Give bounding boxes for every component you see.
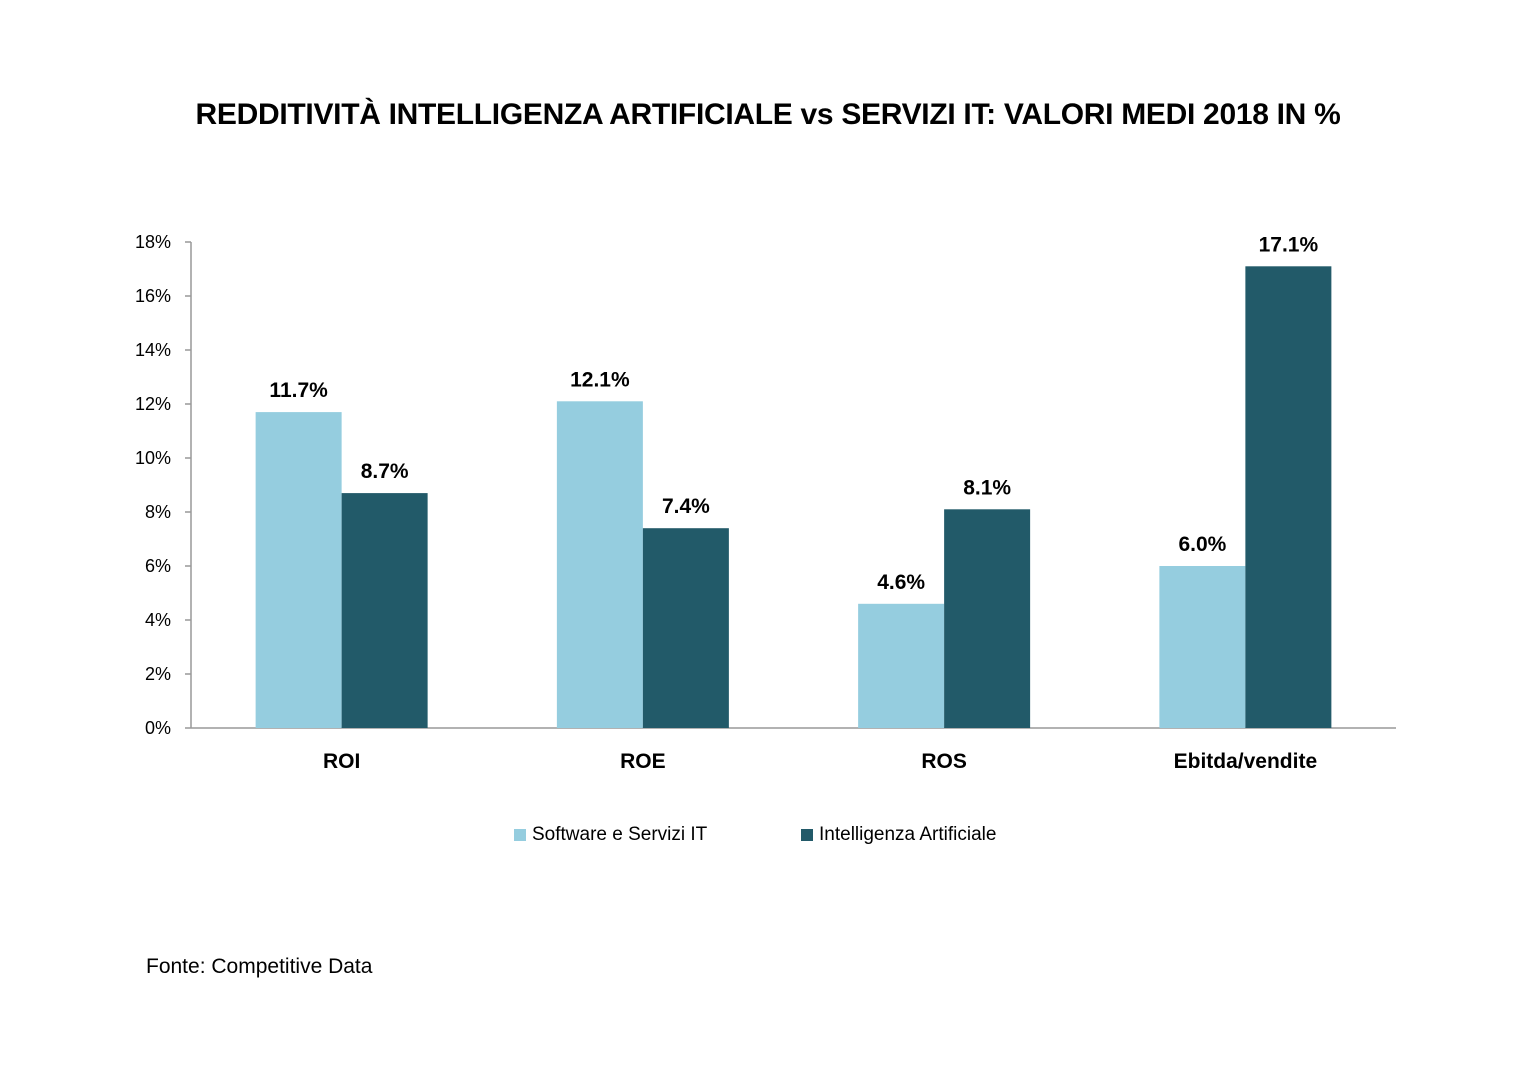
x-tick-label: ROE: [620, 750, 666, 773]
y-tick-label: 16%: [135, 286, 171, 306]
bar-ros-series-0: [858, 603, 945, 728]
bar-roe-series-1: [642, 528, 729, 728]
bar-roi-series-1: [341, 493, 428, 728]
data-label: 6.0%: [1178, 533, 1226, 556]
bar-ebitda-vendite-series-1: [1245, 266, 1332, 728]
data-label: 8.7%: [361, 460, 409, 483]
data-label: 17.1%: [1259, 233, 1319, 256]
bar-roe-series-0: [556, 401, 643, 728]
source-note: Fonte: Competitive Data: [146, 955, 373, 978]
y-tick-label: 0%: [145, 718, 171, 738]
chart-bars: [255, 266, 1332, 728]
legend-swatch-software: [514, 829, 526, 841]
x-tick-label: ROS: [921, 750, 967, 773]
y-tick-label: 2%: [145, 664, 171, 684]
data-label: 8.1%: [963, 476, 1011, 499]
chart-title: REDDITIVITÀ INTELLIGENZA ARTIFICIALE vs …: [195, 98, 1341, 131]
y-tick-label: 6%: [145, 556, 171, 576]
bar-ros-series-1: [944, 509, 1031, 728]
y-tick-label: 8%: [145, 502, 171, 522]
x-tick-label: ROI: [323, 750, 360, 773]
legend-item-ai: Intelligenza Artificiale: [801, 822, 996, 848]
y-tick-label: 4%: [145, 610, 171, 630]
y-tick-label: 12%: [135, 394, 171, 414]
y-tick-label: 10%: [135, 448, 171, 468]
data-label: 4.6%: [877, 571, 925, 594]
chart-axes: 0% 2% 4% 6% 8% 10% 12% 14% 16% 18% ROI ROE ROS Ebitda…: [135, 232, 1396, 773]
legend-label-ai: Intelligenza Artificiale: [819, 824, 997, 845]
data-label: 11.7%: [269, 379, 328, 402]
data-label: 7.4%: [662, 495, 710, 518]
legend-label-software: Software e Servizi IT: [532, 824, 708, 845]
legend-item-software: Software e Servizi IT: [514, 822, 707, 848]
y-tick-label: 18%: [135, 232, 171, 252]
y-tick-label: 14%: [135, 340, 171, 360]
bar-ebitda-vendite-series-0: [1159, 566, 1246, 728]
chart-labels: 11.7% 8.7% 12.1% 7.4% 4.6% 8.1% 6.0% 17.1%: [269, 233, 1319, 594]
bar-roi-series-0: [255, 412, 342, 728]
legend-swatch-ai: [801, 829, 813, 841]
chart-legend: Software e Servizi IT Intelligenza Artif…: [0, 822, 1536, 848]
data-label: 12.1%: [570, 368, 630, 391]
x-tick-label: Ebitda/vendite: [1174, 750, 1318, 773]
